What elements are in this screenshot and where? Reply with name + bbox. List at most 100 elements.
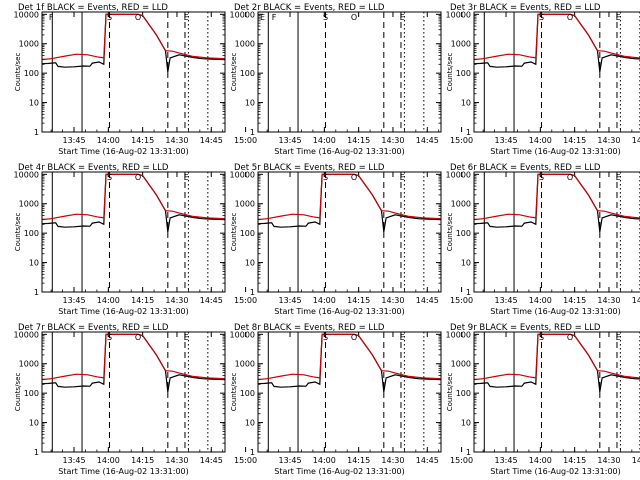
x-tick-label: 13:45 (278, 456, 301, 465)
y-tick-label: 1000 (19, 40, 39, 49)
detector-panel-5: Det 5r BLACK = Events, RED = LLD Counts/s… (230, 163, 474, 316)
events-series-line (42, 333, 225, 392)
y-tick-label: 1 (466, 448, 471, 457)
panel-title: Det 9r BLACK = Events, RED = LLD (450, 323, 601, 333)
y-tick-label: 10000 (14, 170, 39, 179)
plot-frame (257, 171, 442, 293)
event-marker-label: O (135, 13, 141, 22)
detector-panel-4: Det 4r BLACK = Events, RED = LLD Counts/s… (14, 163, 258, 316)
panel-title: Det 3r BLACK = Events, RED = LLD (450, 3, 601, 13)
lld-series-line (258, 173, 441, 221)
x-tick-label: 14:30 (165, 296, 188, 305)
x-tick-label: 14:45 (632, 456, 640, 465)
series-group (474, 13, 640, 72)
x-tick-label: 13:45 (278, 296, 301, 305)
y-tick-label: 1000 (451, 360, 471, 369)
y-tick-label: 100 (24, 389, 39, 398)
y-axis-label: Counts/sec (230, 213, 238, 252)
x-tick-label: 14:00 (313, 296, 336, 305)
event-marker-label: E (400, 333, 405, 342)
panel-title: Det 5r BLACK = Events, RED = LLD (234, 163, 385, 173)
event-marker-label: S (107, 173, 112, 182)
y-axis-label: Counts/sec (14, 53, 22, 92)
y-tick-label: 100 (24, 69, 39, 78)
y-axis-label: Counts/sec (230, 373, 238, 412)
lld-series-line (42, 173, 225, 221)
series-group (258, 333, 441, 392)
x-tick-label: 14:15 (563, 136, 586, 145)
x-axis-label: Start Time (16-Aug-02 13:31:00) (274, 467, 405, 476)
panel-title: Det 1f BLACK = Events, RED = LLD (18, 3, 168, 13)
series-group (258, 173, 441, 232)
x-axis-label: Start Time (16-Aug-02 13:31:00) (58, 307, 189, 316)
series-group (474, 173, 640, 232)
x-axis-label: Start Time (16-Aug-02 13:31:00) (58, 467, 189, 476)
event-marker-label: O (567, 333, 573, 342)
detector-panel-8: Det 8r BLACK = Events, RED = LLD Counts/s… (230, 323, 474, 476)
x-tick-label: 14:30 (381, 456, 404, 465)
y-tick-label: 10 (245, 419, 255, 428)
event-marker-label: O (351, 333, 357, 342)
series-group (42, 333, 225, 392)
event-marker-label: E (616, 333, 621, 342)
time-marker-lines (267, 332, 425, 452)
x-tick-label: 15:00 (450, 136, 473, 145)
time-marker-lines (267, 172, 425, 292)
x-tick-label: 14:00 (97, 456, 120, 465)
x-tick-label: 14:00 (97, 136, 120, 145)
plot-frame (473, 171, 640, 293)
events-series-line (42, 173, 225, 232)
event-marker-label: S (323, 13, 328, 22)
detector-panel-7: Det 7r BLACK = Events, RED = LLD Counts/s… (14, 323, 258, 476)
x-axis-label: Start Time (16-Aug-02 13:31:00) (490, 307, 621, 316)
x-axis-label: Start Time (16-Aug-02 13:31:00) (490, 467, 621, 476)
series-group (474, 333, 640, 392)
y-tick-label: 10000 (14, 10, 39, 19)
y-axis-label: Counts/sec (446, 373, 454, 412)
x-tick-label: 14:45 (632, 136, 640, 145)
y-tick-label: 10 (245, 259, 255, 268)
events-series-line (474, 13, 640, 72)
x-tick-label: 14:00 (529, 136, 552, 145)
x-tick-label: 15:00 (234, 296, 257, 305)
detector-panel-2: Det 2r BLACK = Events, RED = LLD Counts/s… (230, 3, 474, 156)
event-marker-label: E (400, 13, 405, 22)
events-series-line (474, 173, 640, 232)
x-tick-label: 14:45 (416, 136, 439, 145)
y-tick-label: 10000 (446, 330, 471, 339)
lld-series-line (474, 13, 640, 61)
y-tick-label: 1000 (451, 200, 471, 209)
y-tick-label: 1 (34, 448, 39, 457)
events-series-line (474, 333, 640, 392)
detector-panel-3: Det 3r BLACK = Events, RED = LLD Counts/s… (446, 3, 640, 156)
lld-series-line (474, 333, 640, 381)
x-tick-label: 14:15 (131, 296, 154, 305)
event-marker-label: E (616, 13, 621, 22)
event-marker-label: S (539, 173, 544, 182)
event-marker-label: O (135, 333, 141, 342)
detector-panel-6: Det 6r BLACK = Events, RED = LLD Counts/s… (446, 163, 640, 316)
y-tick-label: 10000 (230, 330, 255, 339)
x-tick-label: 15:00 (234, 456, 257, 465)
x-tick-label: 14:45 (200, 456, 223, 465)
x-tick-label: 13:45 (494, 136, 517, 145)
y-tick-label: 100 (240, 69, 255, 78)
x-axis-label: Start Time (16-Aug-02 13:31:00) (58, 147, 189, 156)
event-marker-label: E (184, 13, 189, 22)
y-tick-label: 10000 (14, 330, 39, 339)
event-marker-label: E (400, 173, 405, 182)
event-marker-label: E (184, 173, 189, 182)
x-tick-label: 13:45 (278, 136, 301, 145)
event-marker-label: S (323, 173, 328, 182)
event-marker-label: F (49, 13, 54, 22)
event-marker-label: F (272, 13, 277, 22)
x-tick-label: 14:15 (563, 456, 586, 465)
event-marker-label: S (323, 333, 328, 342)
panel-title: Det 7r BLACK = Events, RED = LLD (18, 323, 169, 333)
plot-frame (257, 11, 442, 133)
x-tick-label: 14:15 (131, 136, 154, 145)
y-axis-label: Counts/sec (14, 373, 22, 412)
event-marker-label: E (616, 173, 621, 182)
panel-title: Det 2r BLACK = Events, RED = LLD (234, 3, 385, 13)
x-tick-label: 13:45 (62, 456, 85, 465)
